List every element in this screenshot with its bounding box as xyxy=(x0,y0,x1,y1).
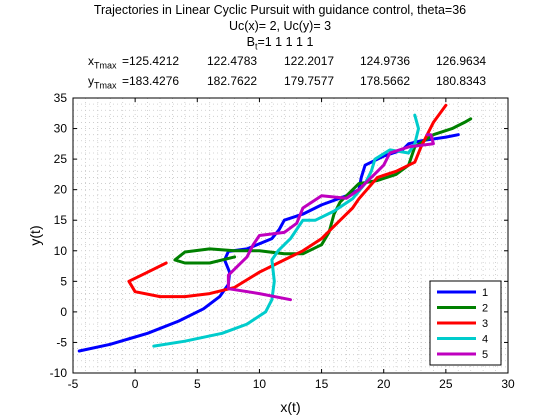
x-tick-label: 15 xyxy=(315,377,329,391)
x-tmax-letter: x xyxy=(88,54,94,68)
y-tick-label: 20 xyxy=(54,183,68,197)
y-tick-label: -10 xyxy=(50,366,68,380)
x-tmax-value-5: 126.9634 xyxy=(436,54,487,68)
y-tmax-letter: y xyxy=(88,74,94,88)
y-tick-label: 5 xyxy=(60,274,67,288)
y-tick-label: 25 xyxy=(54,152,68,166)
y-tick-label: -5 xyxy=(56,335,67,349)
x-tmax-label: xTmax xyxy=(88,54,117,70)
y-tick-label: 30 xyxy=(54,122,68,136)
x-tmax-value-3: 122.2017 xyxy=(284,54,335,68)
legend-label-2: 2 xyxy=(482,303,488,315)
x-tick-label: -5 xyxy=(68,377,79,391)
x-tmax-value-4: 124.9736 xyxy=(360,54,411,68)
legend-label-3: 3 xyxy=(482,318,488,330)
x-tick-label: 10 xyxy=(253,377,267,391)
y-tick-label: 35 xyxy=(54,91,68,105)
x-tick-label: 30 xyxy=(501,377,515,391)
y-tick-label: 0 xyxy=(60,305,67,319)
y-tmax-label: yTmax xyxy=(88,74,117,90)
y-axis-label: y(t) xyxy=(27,225,43,245)
legend-label-1: 1 xyxy=(482,287,488,299)
x-tmax-sub: Tmax xyxy=(94,60,117,71)
x-tick-label: 20 xyxy=(377,377,391,391)
series-3-line xyxy=(127,103,448,299)
x-tmax-value-1: =125.4212 xyxy=(122,54,180,68)
series-5-line xyxy=(226,133,435,302)
y-tmax-sub: Tmax xyxy=(94,80,117,91)
x-axis-label: x(t) xyxy=(280,399,300,415)
bt-line: Bt=1 1 1 1 1 xyxy=(0,35,560,54)
legend-label-5: 5 xyxy=(482,349,488,361)
y-tick-label: 10 xyxy=(54,244,68,258)
y-tmax-value-3: 179.7577 xyxy=(284,74,335,88)
x-tmax-value-2: 122.4783 xyxy=(207,54,258,68)
chart-title-line1: Trajectories in Linear Cyclic Pursuit wi… xyxy=(93,3,467,17)
x-tick-label: 0 xyxy=(132,377,139,391)
bt-label: B xyxy=(246,35,255,49)
y-tick-label: 15 xyxy=(54,213,68,227)
axes-box xyxy=(72,97,509,374)
y-tmax-value-4: 178.5662 xyxy=(360,74,411,88)
bt-values: =1 1 1 1 1 xyxy=(257,35,314,49)
chart-title-line2: Uc(x)= 2, Uc(y)= 3 xyxy=(228,19,332,33)
y-tmax-value-1: =183.4276 xyxy=(122,74,180,88)
legend-label-4: 4 xyxy=(482,334,488,346)
y-tmax-value-5: 180.8343 xyxy=(436,74,487,88)
y-tmax-value-2: 182.7622 xyxy=(207,74,258,88)
x-tick-label: 5 xyxy=(194,377,201,391)
bt-sub: t xyxy=(254,41,258,52)
x-tick-label: 25 xyxy=(439,377,453,391)
